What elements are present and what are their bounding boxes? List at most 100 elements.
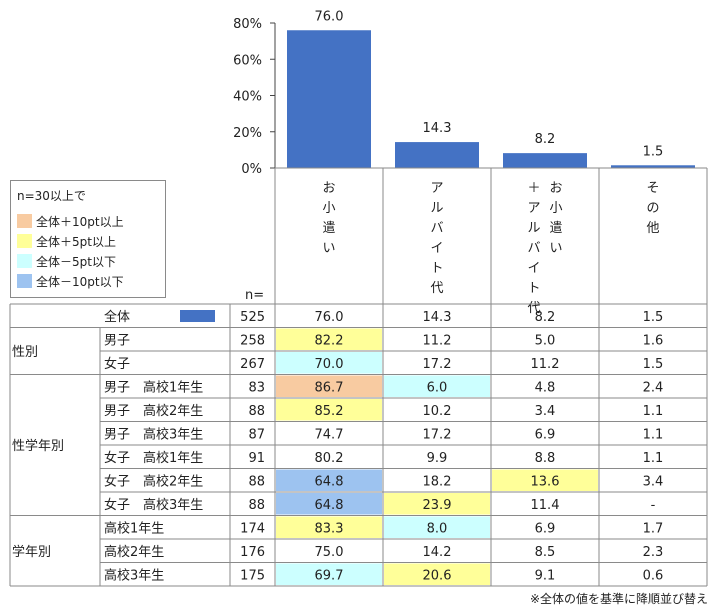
legend-label: 全体－5pt以下 — [36, 255, 116, 269]
row-n: 525 — [240, 310, 265, 325]
legend-item: 全体－5pt以下 — [17, 253, 116, 271]
category-label-char: バ — [527, 241, 540, 256]
cell-value: 5.0 — [535, 333, 556, 348]
cell-value: 85.2 — [315, 404, 344, 419]
cell-value: 11.2 — [531, 357, 560, 372]
row-label: 高校2年生 — [104, 544, 164, 560]
cell-value: - — [651, 498, 656, 513]
cell-value: 0.6 — [643, 568, 664, 583]
cell-highlight — [492, 469, 598, 491]
legend-bar-icon — [180, 310, 215, 322]
category-label-char: ル — [527, 221, 540, 236]
group-label: 性別 — [12, 345, 38, 360]
row-n: 176 — [240, 545, 265, 560]
legend-item: 全体＋10pt以上 — [17, 213, 124, 231]
cell-value: 2.4 — [643, 380, 664, 395]
cell-value: 1.5 — [643, 310, 664, 325]
cell-highlight — [276, 563, 382, 585]
cell-value: 8.2 — [535, 310, 556, 325]
legend-swatch-plus5 — [17, 234, 32, 248]
cell-value: 70.0 — [315, 357, 344, 372]
cell-value: 11.4 — [531, 498, 560, 513]
cell-value: 9.1 — [535, 568, 556, 583]
category-label-char: 遣 — [549, 221, 562, 236]
row-n: 88 — [248, 404, 265, 419]
legend-swatch-plus10 — [17, 214, 32, 228]
cell-highlight — [276, 352, 382, 374]
row-label: 高校3年生 — [104, 567, 164, 583]
category-label-char: ア — [527, 201, 540, 216]
category-label-char: の — [646, 201, 659, 216]
cell-highlight — [384, 493, 490, 515]
legend-swatch-minus5 — [17, 254, 32, 268]
cell-highlight — [384, 563, 490, 585]
legend-title: n=30以上で — [17, 189, 86, 203]
row-label: 男子 高校2年生 — [104, 403, 203, 419]
row-label: 女子 高校1年生 — [104, 450, 203, 466]
category-label-char: バ — [430, 221, 443, 236]
bar-value-label: 8.2 — [535, 132, 556, 147]
category-label-char: 代 — [527, 301, 540, 316]
category-label-char: い — [549, 241, 562, 256]
cell-value: 6.9 — [535, 427, 556, 442]
row-n: 87 — [248, 427, 265, 442]
bar — [395, 142, 479, 168]
cell-value: 2.3 — [643, 545, 664, 560]
category-label-char: 他 — [646, 221, 659, 236]
cell-value: 11.2 — [423, 333, 452, 348]
legend-label: 全体＋5pt以上 — [36, 235, 116, 249]
cell-value: 76.0 — [315, 310, 344, 325]
cell-highlight — [276, 328, 382, 350]
legend-label: 全体－10pt以下 — [36, 275, 124, 289]
cell-highlight — [276, 399, 382, 421]
category-label-char: い — [322, 241, 335, 256]
cell-value: 10.2 — [423, 404, 452, 419]
row-label: 男子 高校3年生 — [104, 426, 203, 442]
category-label-char: イ — [430, 241, 443, 256]
cell-value: 8.8 — [535, 451, 556, 466]
cell-value: 3.4 — [535, 404, 556, 419]
category-label-char: ト — [527, 281, 540, 296]
y-tick-label: 40% — [233, 90, 262, 105]
cell-value: 1.1 — [643, 404, 664, 419]
cell-value: 6.0 — [427, 380, 448, 395]
row-label: 全体 — [104, 309, 130, 325]
category-label-char: ル — [430, 201, 443, 216]
cell-value: 20.6 — [423, 568, 452, 583]
cell-value: 82.2 — [315, 333, 344, 348]
cell-value: 8.0 — [427, 521, 448, 536]
category-label-char: ＋ — [527, 181, 540, 196]
cell-value: 14.3 — [423, 310, 452, 325]
cell-value: 6.9 — [535, 521, 556, 536]
legend-label: 全体＋10pt以上 — [36, 215, 124, 229]
row-n: 175 — [240, 568, 265, 583]
cell-value: 14.2 — [423, 545, 452, 560]
bar-value-label: 1.5 — [643, 144, 664, 159]
row-n: 88 — [248, 498, 265, 513]
y-tick-label: 80% — [233, 17, 262, 32]
category-label-char: 遣 — [322, 221, 335, 236]
bar — [611, 165, 695, 168]
row-n: 83 — [248, 380, 265, 395]
category-label-char: お — [322, 181, 335, 196]
cell-value: 17.2 — [423, 357, 452, 372]
cell-value: 86.7 — [315, 380, 344, 395]
cell-value: 18.2 — [423, 474, 452, 489]
row-label: 女子 高校3年生 — [104, 497, 203, 513]
cell-value: 80.2 — [315, 451, 344, 466]
footnote: ※全体の値を基準に降順並び替え — [529, 592, 708, 606]
bar-value-label: 76.0 — [315, 9, 344, 24]
cell-value: 1.7 — [643, 521, 664, 536]
cell-value: 1.6 — [643, 333, 664, 348]
cell-value: 1.5 — [643, 357, 664, 372]
bar — [503, 153, 587, 168]
cell-value: 23.9 — [423, 498, 452, 513]
n-header: n= — [245, 288, 265, 303]
category-label-char: ア — [430, 181, 443, 196]
cell-value: 83.3 — [315, 521, 344, 536]
y-tick-label: 60% — [233, 53, 262, 68]
cell-value: 1.1 — [643, 451, 664, 466]
row-n: 267 — [240, 357, 265, 372]
group-label: 性学年別 — [12, 438, 64, 454]
